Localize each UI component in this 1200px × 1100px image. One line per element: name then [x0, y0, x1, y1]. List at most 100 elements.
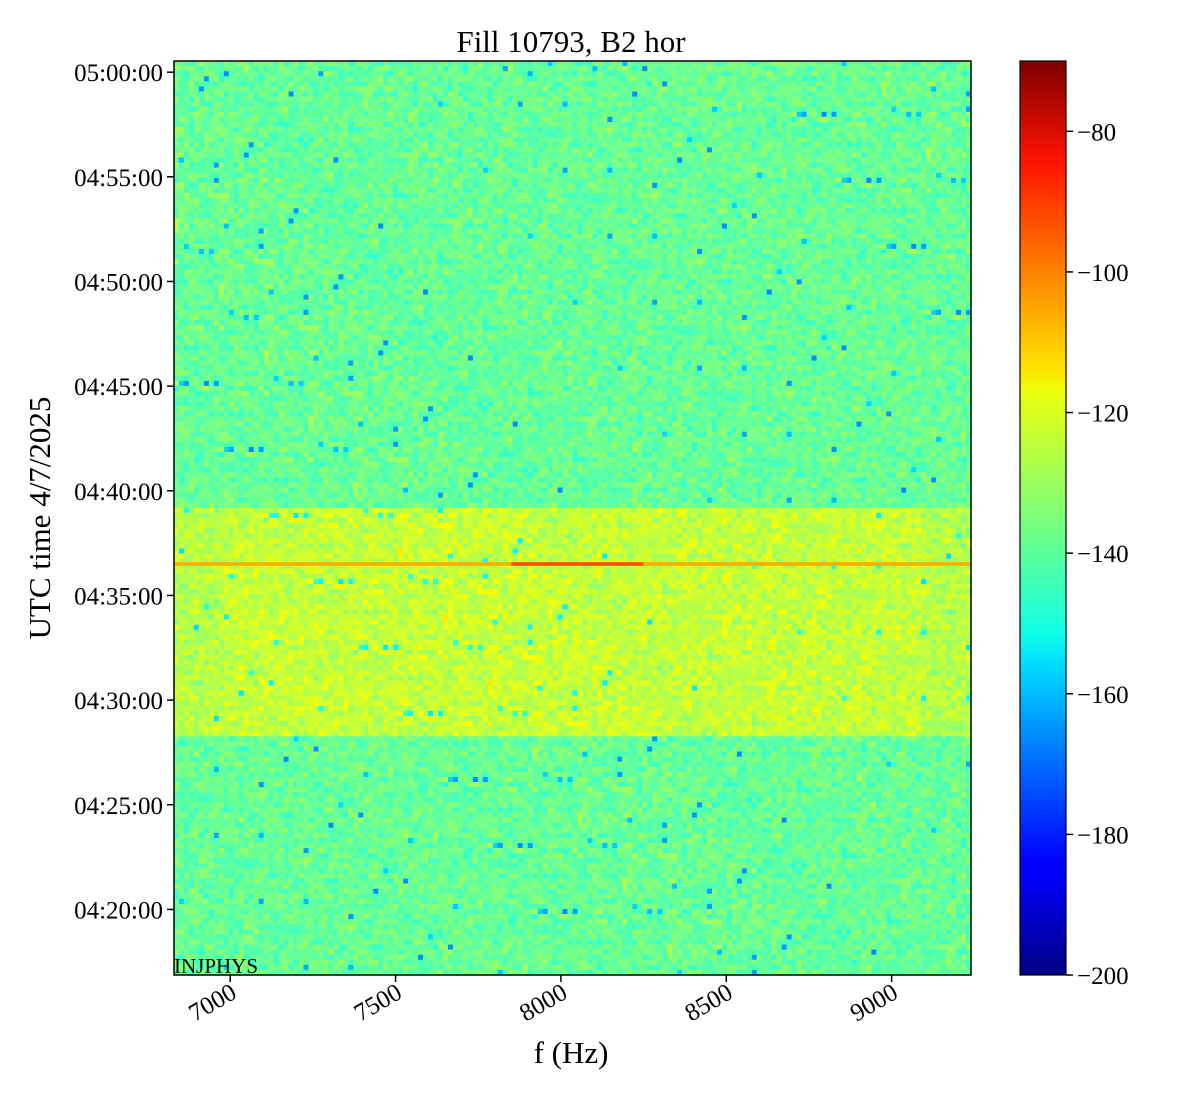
heatmap-cell — [577, 187, 583, 194]
heatmap-cell — [806, 157, 812, 163]
heatmap-cell — [711, 127, 718, 133]
heatmap-cell — [607, 198, 613, 204]
heatmap-cell — [841, 96, 847, 102]
heatmap-cell — [193, 142, 200, 148]
heatmap-cell — [597, 203, 603, 209]
heatmap-cell — [617, 213, 623, 219]
heatmap-cell — [946, 127, 952, 133]
heatmap-cell — [492, 81, 499, 87]
heatmap-cell — [552, 187, 558, 194]
heatmap-cell — [472, 132, 479, 138]
heatmap-cell — [731, 193, 738, 199]
heatmap-cell — [781, 193, 788, 199]
heatmap-cell — [741, 187, 748, 194]
heatmap-cell — [198, 106, 205, 113]
heatmap-cell — [403, 76, 409, 82]
heatmap-cell — [557, 101, 563, 108]
heatmap-cell — [642, 152, 648, 158]
heatmap-cell — [243, 172, 250, 179]
heatmap-cell — [198, 121, 205, 128]
heatmap-cell — [174, 116, 180, 123]
heatmap-cell — [637, 182, 643, 189]
heatmap-cell — [677, 66, 683, 72]
heatmap-cell — [911, 111, 917, 118]
heatmap-cell — [697, 177, 703, 184]
heatmap-cell — [816, 61, 822, 67]
heatmap-cell — [343, 86, 349, 92]
heatmap-cell — [672, 177, 678, 184]
heatmap-cell — [303, 66, 309, 72]
heatmap-cell — [428, 96, 434, 102]
heatmap-cell — [941, 162, 947, 168]
heatmap-cell — [193, 218, 200, 224]
heatmap-cell — [886, 86, 892, 92]
heatmap-cell — [816, 203, 822, 209]
heatmap-cell — [672, 142, 678, 148]
heatmap-cell — [328, 111, 334, 118]
heatmap-cell — [766, 142, 773, 148]
heatmap-cell — [662, 96, 668, 102]
heatmap-cell — [457, 101, 464, 108]
heatmap-cell — [273, 121, 279, 128]
heatmap-cell — [348, 187, 354, 194]
heatmap-cell — [866, 152, 872, 158]
heatmap-cell — [637, 71, 643, 77]
heatmap-cell — [188, 193, 195, 199]
heatmap-cell — [796, 208, 802, 214]
heatmap-cell — [198, 187, 205, 194]
heatmap-cell — [761, 177, 768, 184]
heatmap-cell — [682, 76, 688, 82]
heatmap-cell — [607, 193, 613, 199]
heatmap-cell — [607, 101, 613, 108]
heatmap-cell — [677, 167, 683, 174]
heatmap-cell — [871, 91, 877, 97]
heatmap-cell — [278, 208, 284, 214]
heatmap-cell — [836, 193, 842, 199]
heatmap-cell — [622, 198, 628, 204]
heatmap-cell — [537, 127, 543, 133]
heatmap-cell — [577, 182, 583, 189]
heatmap-cell — [433, 101, 439, 108]
heatmap-cell — [637, 96, 643, 102]
heatmap-cell — [497, 86, 504, 92]
heatmap-cell — [622, 142, 628, 148]
heatmap-cell — [682, 172, 688, 179]
heatmap-cell — [517, 172, 524, 179]
heatmap-cell — [602, 71, 608, 77]
heatmap-cell — [353, 167, 359, 174]
heatmap-cell — [711, 152, 718, 158]
heatmap-cell — [587, 147, 593, 153]
heatmap-cell — [418, 116, 424, 123]
heatmap-cell — [582, 162, 588, 168]
heatmap-cell — [477, 142, 484, 148]
heatmap-cell — [901, 111, 907, 118]
heatmap-cell — [378, 66, 384, 72]
heatmap-cell — [228, 203, 235, 209]
heatmap-cell — [562, 71, 568, 77]
heatmap-cell — [363, 132, 369, 138]
heatmap-cell — [353, 203, 359, 209]
heatmap-cell — [876, 76, 882, 82]
heatmap-cell — [961, 81, 967, 87]
heatmap-cell — [228, 177, 235, 184]
heatmap-cell — [338, 152, 344, 158]
heatmap-cell — [502, 198, 509, 204]
heatmap-cell — [841, 162, 847, 168]
heatmap-cell — [353, 198, 359, 204]
heatmap-cell — [233, 76, 240, 82]
heatmap-cell — [438, 142, 444, 148]
heatmap-cell — [507, 213, 514, 219]
heatmap-cell — [761, 127, 768, 133]
heatmap-cell — [906, 177, 912, 184]
heatmap-cell — [711, 121, 718, 128]
heatmap-cell — [612, 121, 618, 128]
heatmap-cell — [672, 198, 678, 204]
heatmap-cell — [243, 132, 250, 138]
heatmap-cell — [657, 182, 663, 189]
heatmap-cell — [901, 132, 907, 138]
heatmap-cell — [512, 182, 519, 189]
heatmap-cell — [358, 71, 364, 77]
heatmap-cell — [627, 121, 633, 128]
heatmap-cell — [323, 198, 329, 204]
heatmap-cell — [886, 187, 892, 194]
